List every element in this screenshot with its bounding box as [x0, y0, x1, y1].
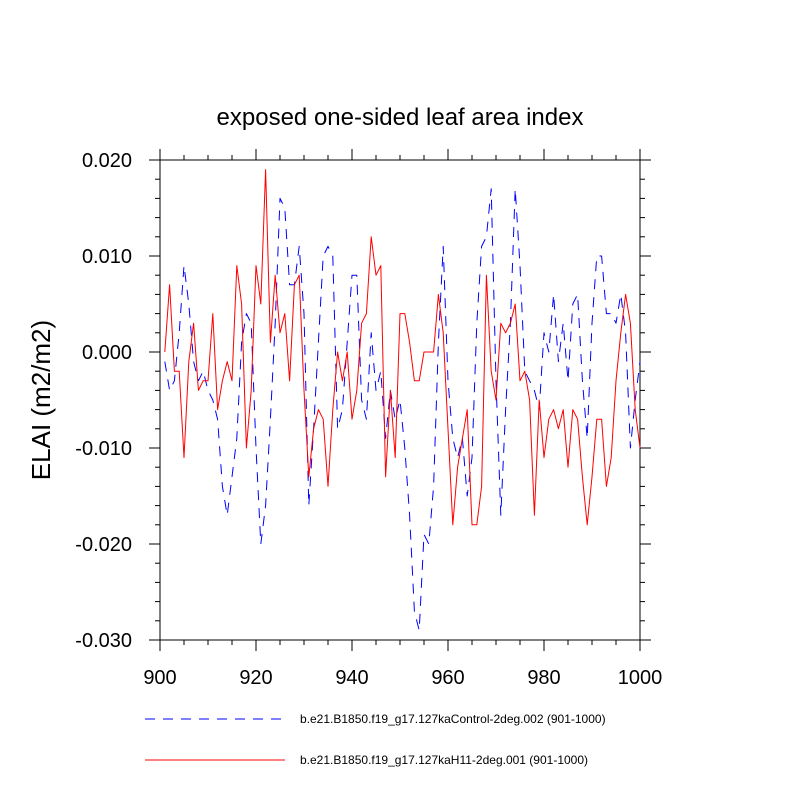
plot-frame: [159, 159, 641, 641]
chart-title: exposed one-sided leaf area index: [217, 104, 584, 131]
series-line-h11: [164, 169, 641, 526]
x-tick-label: 980: [527, 667, 560, 689]
x-tick-label: 960: [431, 667, 464, 689]
x-tick-label: 900: [143, 667, 176, 689]
y-tick-label: -0.020: [75, 534, 132, 556]
legend-label-control: b.e21.B1850.f19_g17.127kaControl-2deg.00…: [300, 712, 606, 726]
legend: b.e21.B1850.f19_g17.127kaControl-2deg.00…: [145, 712, 606, 767]
y-axis-label: ELAI (m2/m2): [26, 320, 56, 480]
axis-ticks: [149, 149, 651, 651]
series-line-control: [164, 188, 641, 631]
y-tick-label: -0.010: [75, 438, 132, 460]
y-tick-label: 0.000: [82, 342, 132, 364]
series-group: [164, 169, 641, 631]
legend-label-h11: b.e21.B1850.f19_g17.127kaH11-2deg.001 (9…: [300, 753, 588, 767]
x-tick-label: 1000: [618, 667, 663, 689]
y-tick-label: -0.030: [75, 630, 132, 652]
y-tick-label: 0.010: [82, 246, 132, 268]
x-tick-label: 920: [239, 667, 272, 689]
axis-tick-labels: 900 920 940 960 980 1000 0.020 0.010 0.000 -0.010…: [75, 150, 662, 689]
x-tick-label: 940: [335, 667, 368, 689]
y-tick-label: 0.020: [82, 150, 132, 172]
